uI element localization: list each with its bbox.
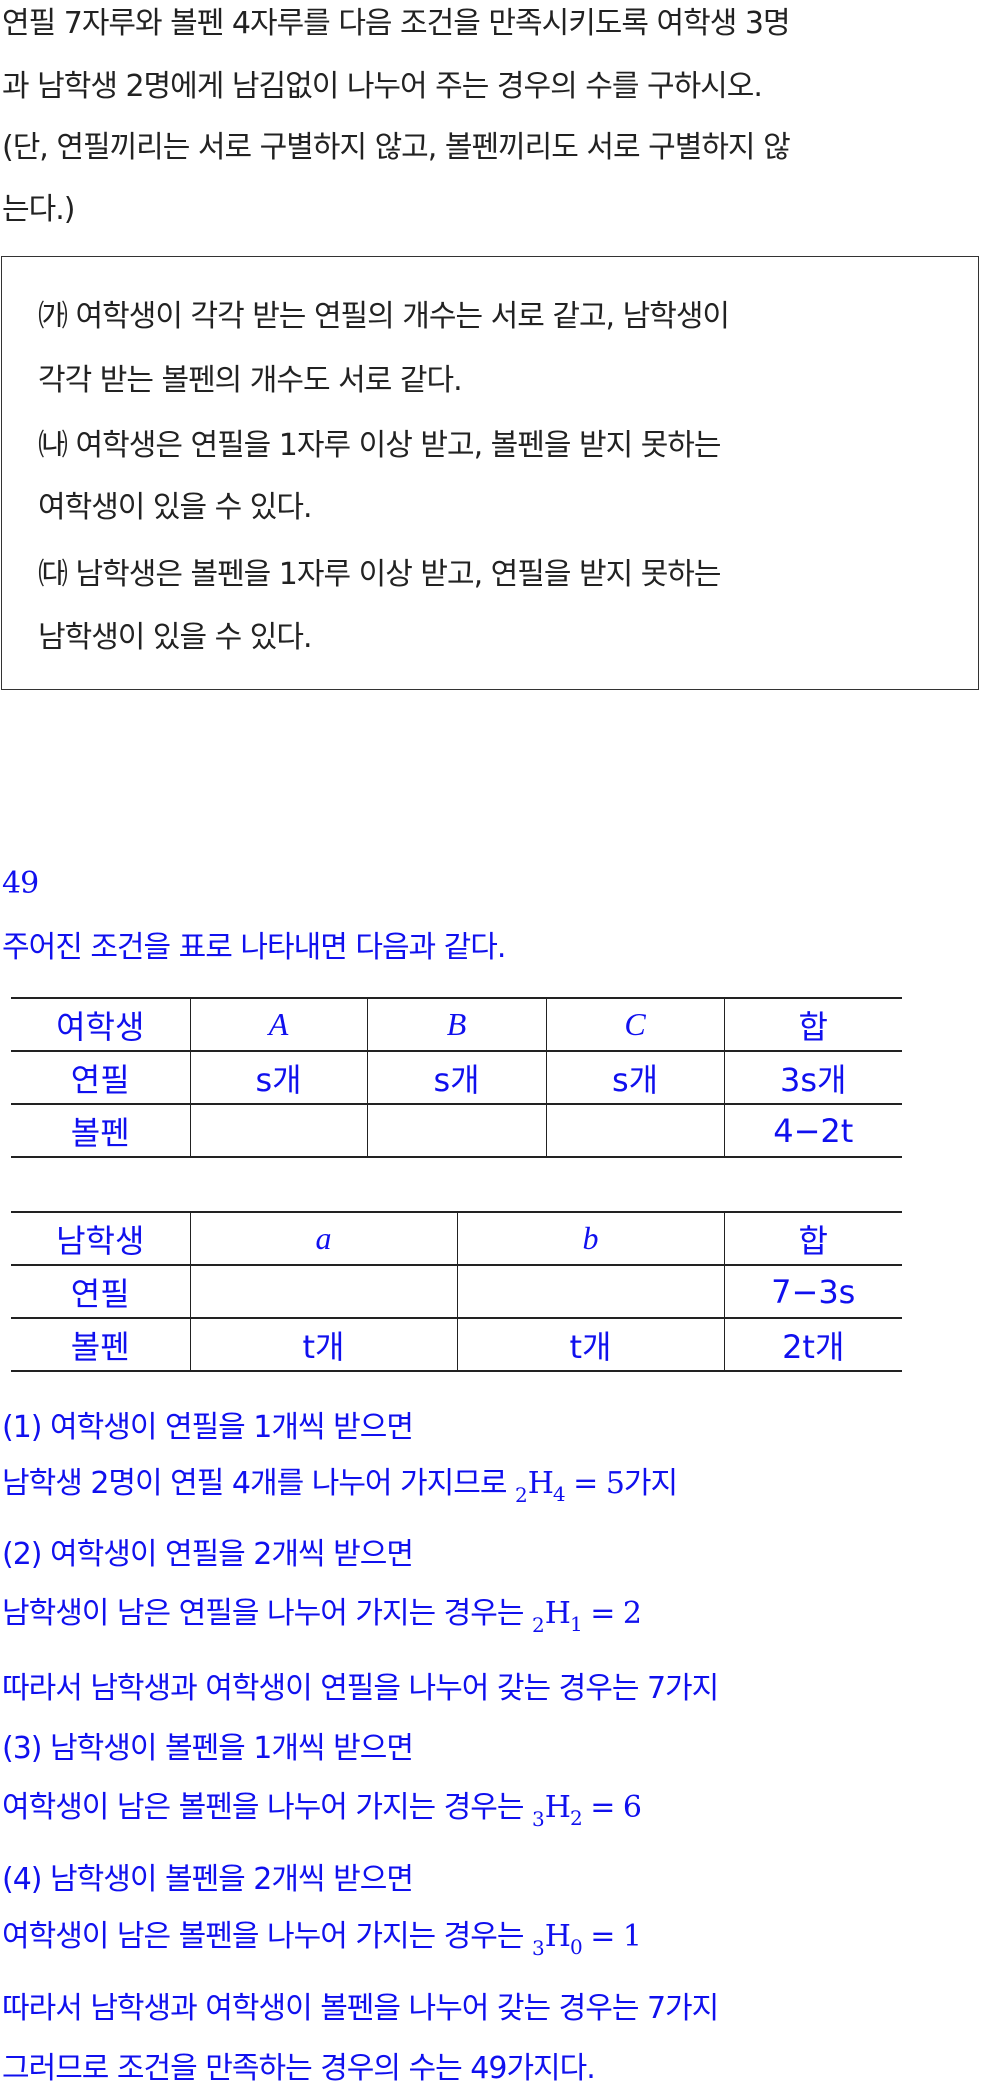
condition-line: ㈎ 여학생이 각각 받는 연필의 개수는 서로 같고, 남학생이 (38, 299, 730, 334)
solution-line: 따라서 남학생과 여학생이 연필을 나누어 갖는 경우는 7가지 (2, 1671, 719, 1706)
table-cell: b (456, 1211, 724, 1266)
girls-table: 여학생 A B C 합 연필 s개 s개 s개 3s개 볼펜 4−2t (11, 997, 902, 1158)
table-cell: B (366, 997, 546, 1052)
table-cell: 연필 (11, 1050, 190, 1105)
condition-line: 남학생이 있을 수 있다. (38, 620, 313, 655)
table-cell: 7−3s (723, 1264, 902, 1319)
table-row: 연필 7−3s (11, 1264, 902, 1319)
table-cell: 연필 (11, 1264, 190, 1319)
solution-line: 따라서 남학생과 여학생이 볼펜을 나누어 갖는 경우는 7가지 (2, 1991, 719, 2026)
combination-expression: 3H2 = 6 (532, 1790, 642, 1831)
table-cell: 4−2t (723, 1103, 902, 1158)
table-cell: A (189, 997, 367, 1052)
table-cell: 합 (723, 1211, 902, 1266)
solution-line: 그러므로 조건을 만족하는 경우의 수는 49가지다. (2, 2051, 596, 2086)
table-cell: 여학생 (11, 997, 190, 1052)
table-cell: 2t개 (723, 1317, 902, 1372)
table-row: 볼펜 t개 t개 2t개 (11, 1317, 902, 1372)
table-row: 볼펜 4−2t (11, 1103, 902, 1158)
table-row: 연필 s개 s개 s개 3s개 (11, 1050, 902, 1105)
solution-line: (4) 남학생이 볼펜을 2개씩 받으면 (2, 1862, 414, 1897)
solution-line: 여학생이 남은 볼펜을 나누어 가지는 경우는 3H0 = 1 (2, 1919, 642, 1960)
solution-line: 남학생이 남은 연필을 나누어 가지는 경우는 2H1 = 2 (2, 1596, 642, 1637)
problem-line: 과 남학생 2명에게 남김없이 나누어 주는 경우의 수를 구하시오. (2, 69, 763, 104)
condition-line: 여학생이 있을 수 있다. (38, 490, 313, 525)
combination-expression: 3H0 = 1 (532, 1919, 642, 1960)
condition-line: ㈏ 여학생은 연필을 1자루 이상 받고, 볼펜을 받지 못하는 (38, 428, 722, 463)
table-cell: 3s개 (723, 1050, 902, 1105)
table-cell: C (545, 997, 724, 1052)
table-cell: t개 (189, 1317, 457, 1372)
table-cell (456, 1264, 724, 1319)
table-row: 여학생 A B C 합 (11, 997, 902, 1052)
problem-line: (단, 연필끼리는 서로 구별하지 않고, 볼펜끼리도 서로 구별하지 않 (2, 130, 791, 165)
table-cell: s개 (545, 1050, 724, 1105)
solution-intro: 주어진 조건을 표로 나타내면 다음과 같다. (2, 930, 506, 965)
table-cell: s개 (366, 1050, 546, 1105)
table-cell: s개 (189, 1050, 367, 1105)
table-cell (545, 1103, 724, 1158)
table-cell: 합 (723, 997, 902, 1052)
combination-expression: 2H1 = 2 (532, 1596, 642, 1637)
solution-line: (3) 남학생이 볼펜을 1개씩 받으면 (2, 1731, 414, 1766)
solution-line: 여학생이 남은 볼펜을 나누어 가지는 경우는 3H2 = 6 (2, 1790, 642, 1831)
table-cell: a (189, 1211, 457, 1266)
combination-expression: 2H4 = 5가지 (515, 1466, 678, 1507)
table-row: 남학생 a b 합 (11, 1211, 902, 1266)
solution-line: (2) 여학생이 연필을 2개씩 받으면 (2, 1537, 414, 1572)
answer: 49 (2, 866, 39, 901)
boys-table: 남학생 a b 합 연필 7−3s 볼펜 t개 t개 2t개 (11, 1211, 902, 1372)
table-cell: 남학생 (11, 1211, 190, 1266)
condition-line: ㈐ 남학생은 볼펜을 1자루 이상 받고, 연필을 받지 못하는 (38, 557, 722, 592)
table-cell (366, 1103, 546, 1158)
table-cell (189, 1264, 457, 1319)
solution-line: (1) 여학생이 연필을 1개씩 받으면 (2, 1410, 414, 1445)
table-cell: 볼펜 (11, 1103, 190, 1158)
table-cell: 볼펜 (11, 1317, 190, 1372)
solution-line: 남학생 2명이 연필 4개를 나누어 가지므로 2H4 = 5가지 (2, 1466, 678, 1507)
conditions-box: ㈎ 여학생이 각각 받는 연필의 개수는 서로 같고, 남학생이 각각 받는 볼… (1, 256, 979, 690)
problem-line: 는다.) (2, 192, 75, 227)
table-cell (189, 1103, 367, 1158)
problem-line: 연필 7자루와 볼펜 4자루를 다음 조건을 만족시키도록 여학생 3명 (2, 6, 791, 41)
condition-line: 각각 받는 볼펜의 개수도 서로 같다. (38, 363, 463, 398)
table-cell: t개 (456, 1317, 724, 1372)
